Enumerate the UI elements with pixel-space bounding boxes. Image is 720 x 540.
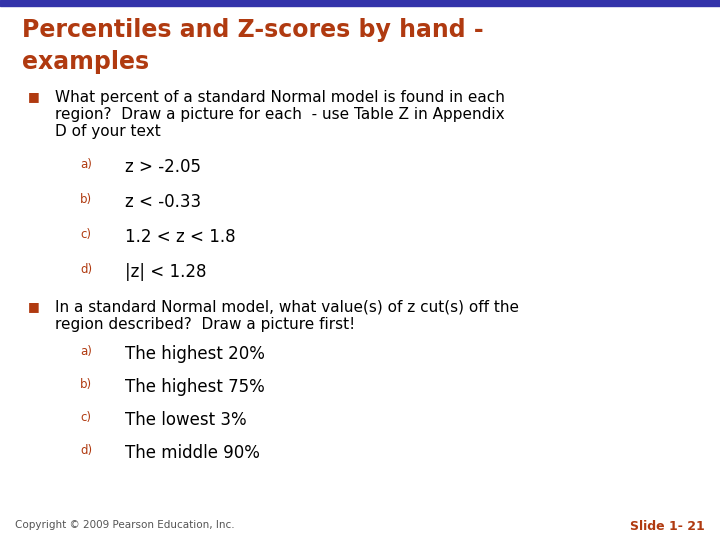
Text: What percent of a standard Normal model is found in each: What percent of a standard Normal model … [55,90,505,105]
Text: ■: ■ [28,300,40,313]
Text: d): d) [80,263,92,276]
Text: a): a) [80,345,92,358]
Text: examples: examples [22,50,149,74]
Text: d): d) [80,444,92,457]
Text: The highest 20%: The highest 20% [125,345,265,363]
Text: z > -2.05: z > -2.05 [125,158,201,176]
Text: region described?  Draw a picture first!: region described? Draw a picture first! [55,317,355,332]
Text: D of your text: D of your text [55,124,161,139]
Text: a): a) [80,158,92,171]
Text: c): c) [80,228,91,241]
Text: region?  Draw a picture for each  - use Table Z in Appendix: region? Draw a picture for each - use Ta… [55,107,505,122]
Text: b): b) [80,378,92,391]
Text: b): b) [80,193,92,206]
Text: Slide 1- 21: Slide 1- 21 [630,520,705,533]
Text: In a standard Normal model, what value(s) of z cut(s) off the: In a standard Normal model, what value(s… [55,300,519,315]
Text: c): c) [80,411,91,424]
Text: The middle 90%: The middle 90% [125,444,260,462]
Text: Percentiles and Z-scores by hand -: Percentiles and Z-scores by hand - [22,18,484,42]
Text: The lowest 3%: The lowest 3% [125,411,247,429]
Text: Copyright © 2009 Pearson Education, Inc.: Copyright © 2009 Pearson Education, Inc. [15,520,235,530]
Text: The highest 75%: The highest 75% [125,378,265,396]
Text: ■: ■ [28,90,40,103]
Text: |z| < 1.28: |z| < 1.28 [125,263,207,281]
Bar [0,0,720,6]
Text: 1.2 < z < 1.8: 1.2 < z < 1.8 [125,228,235,246]
Text: z < -0.33: z < -0.33 [125,193,201,211]
